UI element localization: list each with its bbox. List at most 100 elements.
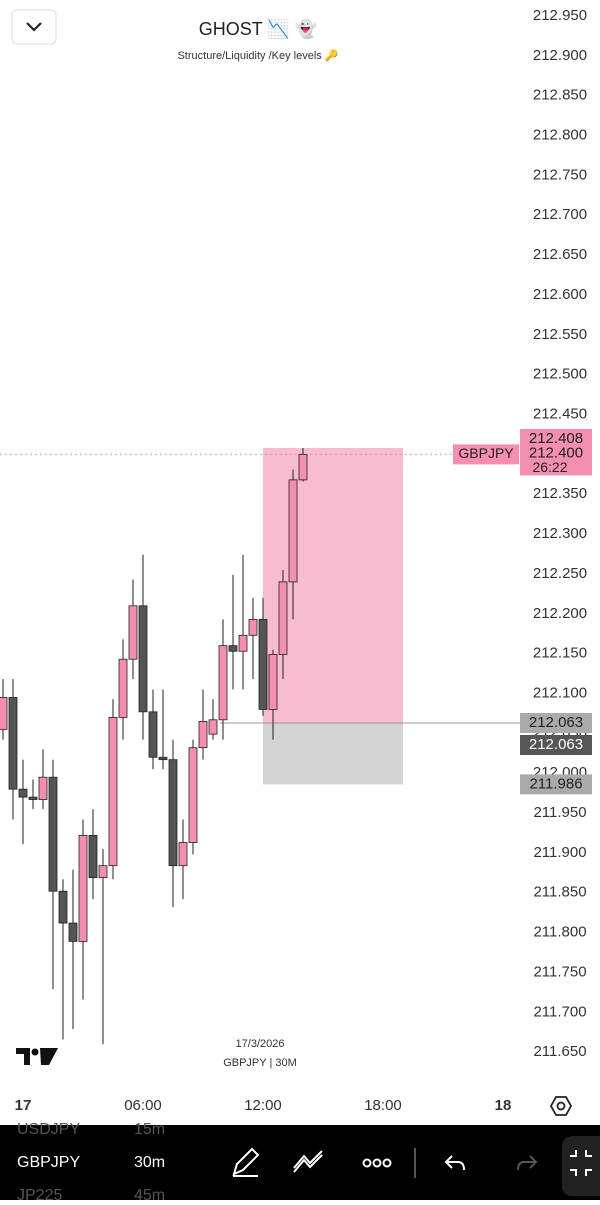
stop-price-label-bg	[520, 774, 592, 795]
fullscreen-button[interactable]	[562, 1136, 600, 1196]
x-tick-label: 17	[15, 1097, 32, 1114]
toolbar-icons	[232, 1136, 600, 1196]
y-tick-label: 211.750	[533, 963, 586, 980]
watermark-date: 17/3/2026	[236, 1038, 285, 1050]
y-tick-label: 212.100	[533, 684, 587, 701]
candle-body	[258, 618, 268, 710]
watch-interval[interactable]: 30m	[134, 1154, 165, 1171]
candle-body	[138, 605, 148, 713]
countdown-label: 26:22	[532, 459, 567, 475]
candle-body	[108, 717, 118, 867]
bottom-toolbar	[0, 1125, 600, 1200]
lines-icon[interactable]	[293, 1150, 323, 1173]
candle-body	[148, 711, 158, 758]
candle-body	[118, 658, 128, 718]
candle-body	[298, 453, 308, 481]
pen-icon[interactable]	[232, 1147, 260, 1177]
hexagon[interactable]	[549, 1096, 573, 1116]
x-tick-label: 12:00	[244, 1097, 282, 1114]
y-tick-label: 212.300	[533, 525, 587, 542]
x-tick-label: 18	[495, 1097, 512, 1114]
last-price-tag-bg	[520, 445, 592, 476]
candle-body	[158, 756, 168, 761]
settings-icon[interactable]	[549, 1096, 573, 1116]
chart-subtitle: Structure/Liquidity /Key levels 🔑	[177, 48, 338, 62]
watermark-symbol: GBPJPY | 30M	[223, 1057, 297, 1069]
watch-symbol[interactable]: GBPJPY	[17, 1154, 80, 1171]
watch-interval[interactable]: 15m	[134, 1121, 165, 1138]
dots-icon[interactable]	[372, 1158, 382, 1168]
x-tick-label: 18:00	[364, 1097, 402, 1114]
y-tick-label: 211.650	[533, 1043, 586, 1060]
y-tick-label: 211.700	[533, 1003, 586, 1020]
dots-icon[interactable]	[382, 1158, 392, 1168]
fullscreen-icon[interactable]	[570, 1150, 592, 1176]
symbol-tag: GBPJPY	[458, 445, 514, 461]
candle-body	[168, 759, 178, 867]
y-tick-label: 212.800	[533, 126, 587, 143]
candle-body	[88, 834, 98, 879]
target-price-label: 212.408	[529, 430, 583, 447]
candle-body	[68, 922, 78, 942]
candle-body	[208, 719, 218, 735]
chevron-icon	[26, 22, 42, 32]
candle-body	[288, 479, 298, 583]
dots-icon[interactable]	[362, 1158, 372, 1168]
watch-interval[interactable]: 45m	[134, 1187, 165, 1204]
redo-icon[interactable]	[517, 1155, 538, 1171]
candle-body	[8, 697, 18, 790]
undo-icon[interactable]	[444, 1155, 465, 1171]
candle-body	[268, 654, 278, 710]
entry-price-label-dark: 212.063	[529, 736, 583, 753]
y-tick-label: 211.950	[533, 804, 586, 821]
collapse-button[interactable]	[11, 9, 57, 45]
candle-body	[278, 581, 288, 655]
last-price-label: 212.400	[529, 444, 583, 461]
y-tick-label: 212.750	[533, 166, 587, 183]
candle-body	[248, 618, 258, 636]
y-tick-label: 212.450	[533, 405, 587, 422]
position-stop-zone	[263, 722, 403, 785]
y-tick-label: 212.200	[533, 605, 587, 622]
candle-body	[18, 788, 28, 798]
entry-price-label: 212.063	[529, 714, 583, 731]
watch-symbol[interactable]: USDJPY	[17, 1121, 80, 1138]
watch-symbol[interactable]: JP225	[17, 1187, 62, 1204]
candle-body	[228, 645, 238, 652]
entry-price-label-dark-bg	[520, 734, 592, 755]
candle-body	[128, 605, 138, 660]
target-price-label-bg	[520, 428, 592, 449]
logo-part	[16, 1048, 30, 1065]
y-tick-label: 212.150	[533, 645, 587, 662]
y-tick-label: 211.800	[533, 924, 586, 941]
y-tick-label: 212.550	[533, 326, 587, 343]
y-tick-label: 212.500	[533, 366, 587, 383]
candle-body	[28, 796, 38, 800]
chart-title: GHOST 📉 👻	[199, 18, 318, 40]
y-tick-label: 212.350	[533, 485, 587, 502]
button-frame[interactable]	[11, 9, 57, 45]
y-tick-label: 212.850	[533, 87, 587, 104]
candle-body	[98, 865, 108, 879]
candle-body	[178, 842, 188, 867]
symbol-tag-bg	[453, 444, 519, 465]
y-tick-label: 212.900	[533, 47, 587, 64]
y-tick-label: 212.650	[533, 246, 587, 263]
candle-body	[58, 890, 68, 924]
y-tick-label: 212.700	[533, 206, 587, 223]
candle-body	[38, 776, 48, 800]
y-tick-label: 212.950	[533, 7, 587, 24]
tv-logo	[16, 1048, 58, 1065]
hexagon-center	[556, 1101, 566, 1111]
candle-body	[198, 720, 208, 749]
stop-price-label: 211.986	[529, 775, 582, 792]
candle-body	[238, 634, 248, 652]
entry-price-label-bg	[520, 712, 592, 733]
logo-part	[31, 1048, 39, 1056]
y-tick-label: 212.600	[533, 286, 587, 303]
y-tick-label: 211.850	[533, 884, 586, 901]
candle-body	[218, 645, 228, 721]
candle-body	[0, 697, 8, 730]
